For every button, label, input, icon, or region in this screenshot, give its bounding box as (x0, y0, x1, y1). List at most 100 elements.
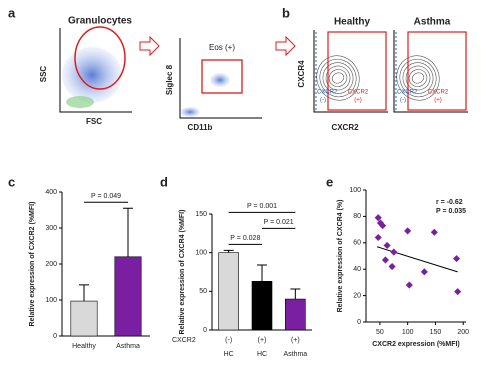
x-tick-label: (+) (258, 337, 267, 344)
panel-letter: e (326, 174, 333, 189)
annotation: P = 0.028 (230, 235, 260, 242)
annotation: P = 0.021 (264, 219, 294, 226)
contour (322, 62, 354, 94)
gate (74, 26, 126, 90)
gate-label: CXCR2 (317, 90, 338, 96)
annotation: P = 0.049 (91, 193, 121, 200)
y-axis-label: Relative expression of CXCR4 (%) (337, 200, 344, 313)
axis (179, 38, 262, 119)
bar (251, 280, 273, 331)
annotation: P = 0.001 (247, 203, 277, 210)
y-tick-label: 300 (45, 225, 57, 232)
plot-title: Granulocytes (68, 16, 132, 27)
error-bar (123, 207, 133, 257)
x-tick-label: (+) (291, 337, 300, 344)
contour (319, 58, 357, 98)
cell-cloud (210, 73, 230, 87)
error-bar (79, 284, 89, 302)
gate-label: Eos (+) (209, 43, 235, 52)
y-axis-label: Relative expression of CXCR4 (%MFI) (179, 210, 186, 335)
contour (399, 58, 437, 98)
axis-label: FSC (86, 117, 102, 126)
group-label: HC (224, 351, 234, 358)
y-axis-label: Relative expression of CXCR2 (%MFI) (29, 202, 36, 327)
point (420, 268, 428, 276)
contour (405, 65, 431, 91)
contour (328, 69, 348, 87)
point (404, 227, 412, 235)
x-axis-label: CXCR2 expression (%MFI) (372, 341, 460, 348)
arrow (275, 35, 296, 57)
point (374, 233, 382, 242)
y-tick-label: 400 (45, 189, 57, 196)
point (388, 263, 396, 271)
y-tick-label: 80 (353, 213, 361, 220)
axis-label: SSC (39, 66, 48, 83)
bar (285, 298, 306, 331)
error-bar (223, 249, 234, 253)
contour (408, 69, 428, 87)
point (390, 248, 398, 256)
panel-letter: d (160, 174, 168, 189)
group-label: Asthma (414, 17, 451, 28)
y-tick-label: 60 (353, 240, 361, 247)
y-tick-label: 200 (45, 261, 57, 268)
cell-cloud (62, 47, 122, 103)
point (454, 288, 462, 296)
gate-label: CXCR2 (348, 90, 369, 96)
row-label: CXCR2 (172, 337, 196, 344)
x-tick-label: (-) (225, 337, 232, 344)
group-label: HC (257, 351, 267, 358)
group-label: Healthy (334, 17, 371, 28)
gate-label: (-) (400, 98, 406, 104)
y-tick-label: 100 (349, 187, 361, 194)
axis (393, 30, 468, 113)
x-tick-label: Asthma (116, 343, 140, 350)
flow-plot: Eos (+) Siglec 8 CD11b (165, 38, 262, 132)
trendline (376, 246, 458, 273)
gate (327, 31, 387, 111)
y-tick-label: 0 (357, 319, 361, 326)
point (405, 281, 413, 289)
gate-label: CXCR2 (397, 90, 418, 96)
point (374, 214, 382, 222)
x-tick-label: 150 (430, 329, 442, 336)
panel-letter: a (8, 5, 16, 20)
flow-panel: CXCR4 CXCR2 Healthy CXCR2 (-) CXCR2 (+) Asthm… (297, 17, 468, 132)
axis (59, 28, 132, 113)
contour (411, 72, 425, 84)
y-tick-label: 20 (353, 292, 361, 299)
gate-label: CXCR2 (428, 90, 449, 96)
gate-label: (-) (320, 98, 326, 104)
point (383, 241, 391, 249)
flow-plot: Granulocytes SSC FSC (39, 16, 132, 126)
gate-label: (+) (434, 98, 442, 104)
axis-label: CXCR2 (331, 123, 359, 132)
y-tick-label: 0 (53, 333, 57, 340)
gate-label: (+) (354, 98, 362, 104)
group-label: Asthma (283, 351, 307, 358)
contour (402, 62, 434, 94)
point (381, 256, 389, 264)
annotation: P = 0.035 (436, 208, 466, 215)
annotation: r = -0.62 (436, 199, 463, 206)
y-tick-label: 100 (45, 297, 57, 304)
error-bar (290, 288, 301, 300)
y-tick-label: 0 (203, 327, 207, 334)
cell-cloud (66, 96, 94, 108)
point (430, 228, 438, 236)
panel-letter: b (282, 5, 290, 20)
bar (218, 252, 239, 331)
gate (407, 31, 467, 111)
x-tick-label: Healthy (72, 343, 96, 350)
y-tick-label: 50 (199, 288, 207, 295)
panel-letter: c (8, 174, 15, 189)
y-tick-label: 40 (353, 266, 361, 273)
arrow (139, 35, 160, 57)
error-bar (257, 264, 267, 282)
cell-cloud (180, 107, 200, 117)
axis-label: Siglec 8 (165, 64, 174, 95)
point (379, 222, 387, 230)
